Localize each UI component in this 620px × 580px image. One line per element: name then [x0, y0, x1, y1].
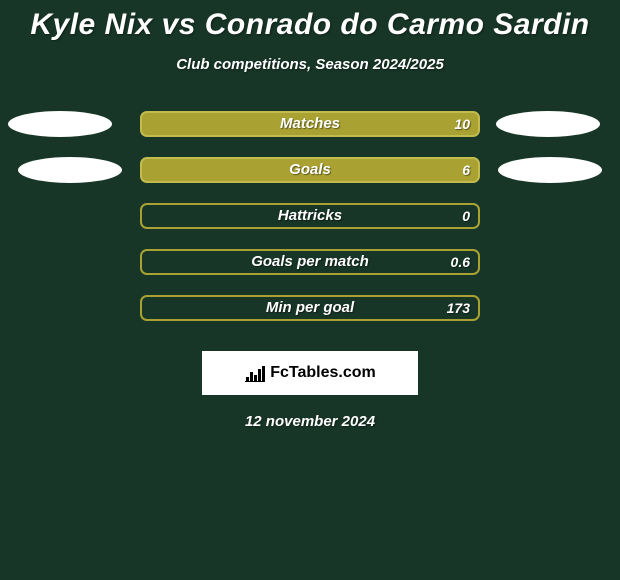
date-text: 12 november 2024: [0, 413, 620, 430]
stat-label: Min per goal: [140, 295, 480, 321]
bar-container: Min per goal 173: [140, 295, 480, 321]
page-subtitle: Club competitions, Season 2024/2025: [0, 56, 620, 73]
oval-left-icon: [8, 111, 112, 137]
stat-row: Hattricks 0: [0, 203, 620, 229]
stat-row: Goals 6: [0, 157, 620, 183]
page-title: Kyle Nix vs Conrado do Carmo Sardin: [0, 0, 620, 42]
stat-label: Hattricks: [140, 203, 480, 229]
oval-right-icon: [496, 111, 600, 137]
stat-row: Min per goal 173: [0, 295, 620, 321]
stat-value: 173: [447, 295, 470, 321]
stat-row: Matches 10: [0, 111, 620, 137]
bar-container: Goals per match 0.6: [140, 249, 480, 275]
stat-value: 0: [462, 203, 470, 229]
stat-row: Goals per match 0.6: [0, 249, 620, 275]
stat-label: Goals per match: [140, 249, 480, 275]
stat-label: Goals: [140, 157, 480, 183]
stat-value: 0.6: [451, 249, 470, 275]
attribution-box: FcTables.com: [202, 351, 418, 395]
attribution-text: FcTables.com: [270, 364, 376, 382]
bar-container: Hattricks 0: [140, 203, 480, 229]
oval-left-icon: [18, 157, 122, 183]
bar-chart-icon: [244, 364, 266, 382]
stat-rows: Matches 10 Goals 6 Hattricks 0 Goals per…: [0, 111, 620, 321]
stat-value: 6: [462, 157, 470, 183]
oval-right-icon: [498, 157, 602, 183]
bar-container: Goals 6: [140, 157, 480, 183]
stat-value: 10: [454, 111, 470, 137]
stat-label: Matches: [140, 111, 480, 137]
bar-container: Matches 10: [140, 111, 480, 137]
